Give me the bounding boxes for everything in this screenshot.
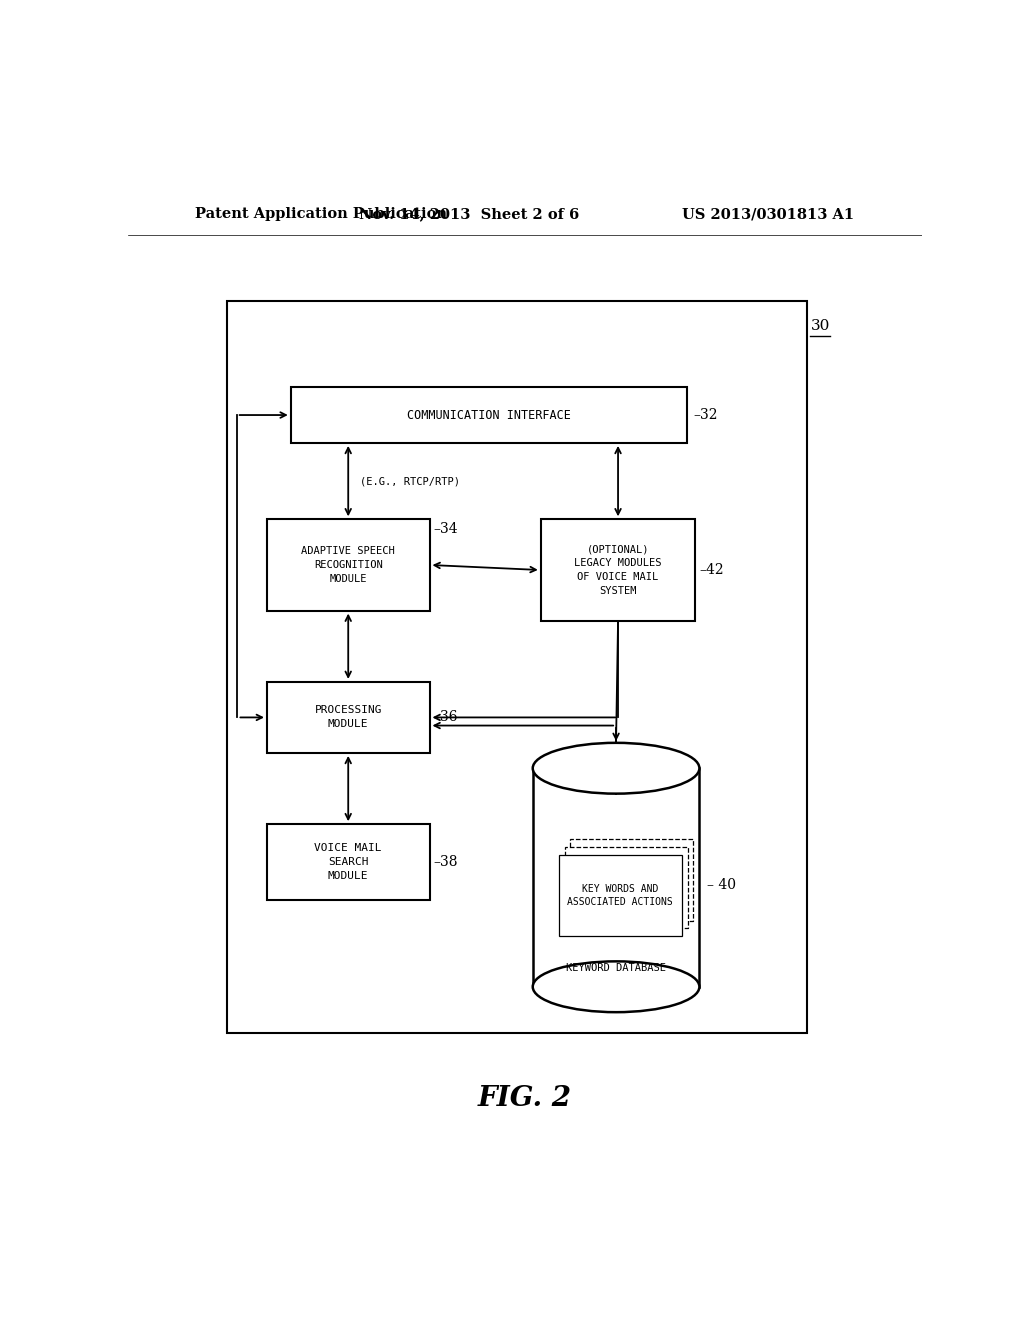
Bar — [558, 854, 682, 936]
Bar — [227, 301, 807, 1032]
Text: (OPTIONAL)
LEGACY MODULES
OF VOICE MAIL
SYSTEM: (OPTIONAL) LEGACY MODULES OF VOICE MAIL … — [574, 544, 662, 597]
Bar — [565, 846, 688, 928]
Text: – 40: – 40 — [708, 878, 736, 892]
Text: ADAPTIVE SPEECH
RECOGNITION
MODULE: ADAPTIVE SPEECH RECOGNITION MODULE — [301, 546, 395, 583]
Text: PROCESSING
MODULE: PROCESSING MODULE — [314, 705, 382, 730]
Ellipse shape — [532, 961, 699, 1012]
Text: VOICE MAIL
SEARCH
MODULE: VOICE MAIL SEARCH MODULE — [314, 843, 382, 882]
Bar — [532, 768, 699, 987]
Text: 30: 30 — [811, 319, 829, 333]
Text: (E.G., RTCP/RTP): (E.G., RTCP/RTP) — [360, 477, 460, 486]
Text: Nov. 14, 2013  Sheet 2 of 6: Nov. 14, 2013 Sheet 2 of 6 — [359, 207, 580, 222]
Text: –42: –42 — [699, 564, 724, 577]
Text: COMMUNICATION INTERFACE: COMMUNICATION INTERFACE — [408, 409, 571, 421]
Text: Patent Application Publication: Patent Application Publication — [196, 207, 447, 222]
Bar — [267, 824, 430, 900]
Text: –38: –38 — [433, 855, 458, 870]
Text: US 2013/0301813 A1: US 2013/0301813 A1 — [682, 207, 854, 222]
Text: –32: –32 — [694, 408, 719, 422]
Bar — [267, 682, 430, 752]
Ellipse shape — [532, 743, 699, 793]
Bar — [267, 519, 430, 611]
Bar — [570, 840, 693, 921]
Text: –34: –34 — [433, 523, 458, 536]
Text: KEYWORD DATABASE: KEYWORD DATABASE — [566, 964, 666, 973]
Bar — [291, 387, 687, 444]
Bar — [541, 519, 695, 620]
Text: KEY WORDS AND
ASSOCIATED ACTIONS: KEY WORDS AND ASSOCIATED ACTIONS — [567, 883, 673, 907]
Text: FIG. 2: FIG. 2 — [478, 1085, 571, 1111]
Text: –36: –36 — [433, 710, 458, 725]
